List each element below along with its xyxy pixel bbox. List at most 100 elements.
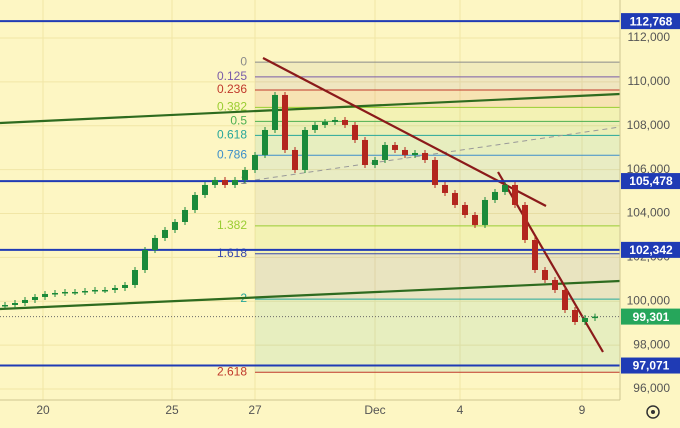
- trend-line: [0, 279, 621, 311]
- level-tag: [621, 241, 680, 258]
- candle: [282, 94, 288, 150]
- gear-center[interactable]: [651, 410, 655, 414]
- fib-band: [255, 76, 620, 91]
- candle: [342, 119, 348, 125]
- candle: [82, 290, 88, 293]
- level-tag: [621, 13, 680, 30]
- candle: [162, 229, 168, 238]
- candle: [292, 149, 298, 170]
- candle: [432, 159, 438, 185]
- candle: [92, 289, 98, 292]
- candle: [522, 204, 528, 240]
- candle: [242, 169, 248, 180]
- fib-band: [255, 90, 620, 108]
- candle: [172, 221, 178, 230]
- candle: [512, 184, 518, 205]
- fib-band: [255, 62, 620, 77]
- candle: [412, 152, 418, 155]
- candle: [592, 316, 598, 319]
- candle: [422, 152, 428, 160]
- candle: [572, 309, 578, 322]
- fib-band: [255, 180, 620, 226]
- candle: [322, 121, 328, 125]
- candle: [302, 129, 308, 170]
- candle: [452, 192, 458, 205]
- y-tick-label: 108,000: [627, 118, 671, 132]
- fib-label: 0: [240, 54, 247, 68]
- candle: [372, 159, 378, 165]
- x-tick-label: Dec: [364, 403, 385, 417]
- last-price-tag: [621, 308, 680, 325]
- candle: [462, 204, 468, 215]
- fib-band: [255, 299, 620, 373]
- level-label: 102,342: [629, 243, 673, 257]
- level-label: 105,478: [629, 174, 673, 188]
- candle: [262, 129, 268, 155]
- candle: [402, 149, 408, 155]
- y-tick-label: 100,000: [627, 293, 671, 307]
- fib-band: [255, 121, 620, 136]
- last-price-label: 99,301: [633, 310, 670, 324]
- y-tick-label: 96,000: [633, 381, 670, 395]
- candle: [552, 279, 558, 290]
- candle: [2, 304, 8, 307]
- level-tag: [621, 173, 680, 190]
- candle: [112, 287, 118, 290]
- fib-label: 1.618: [217, 246, 247, 260]
- candle: [142, 249, 148, 270]
- candle: [332, 119, 338, 122]
- gear[interactable]: [646, 405, 660, 419]
- candle: [22, 299, 28, 303]
- candle: [132, 269, 138, 285]
- x-tick-label: 9: [579, 403, 586, 417]
- candle: [272, 94, 278, 130]
- candle: [222, 179, 228, 185]
- candle: [32, 296, 38, 300]
- candle: [542, 269, 548, 280]
- candle: [252, 154, 258, 170]
- fib-label: 2.618: [217, 364, 247, 378]
- candle: [122, 284, 128, 288]
- settings-icon[interactable]: [646, 405, 660, 419]
- axes: 96,00098,000100,000102,000104,000106,000…: [0, 0, 680, 417]
- candle: [202, 184, 208, 195]
- candle: [482, 199, 488, 225]
- x-tick-label: 25: [165, 403, 179, 417]
- candle: [312, 124, 318, 130]
- x-tick-label: 4: [457, 403, 464, 417]
- y-tick-label: 110,000: [628, 74, 671, 88]
- candle: [362, 139, 368, 165]
- x-tick-label: 27: [248, 403, 262, 417]
- fib-label: 0.5: [230, 114, 247, 128]
- candles: [2, 91, 598, 325]
- candle: [392, 144, 398, 150]
- candle: [152, 237, 158, 250]
- trend-line: [0, 92, 621, 125]
- candle: [472, 214, 478, 225]
- candle: [102, 289, 108, 292]
- candle: [12, 302, 18, 305]
- x-tick-label: 20: [36, 403, 50, 417]
- fib-band: [255, 135, 620, 156]
- level-tag: [621, 357, 680, 374]
- candle: [182, 209, 188, 222]
- y-tick-label: 112,000: [628, 30, 671, 44]
- fib-label: 0.236: [217, 82, 247, 96]
- candle: [42, 293, 48, 297]
- y-tick-label: 98,000: [633, 337, 670, 351]
- candle: [562, 289, 568, 310]
- y-tick-label: 104,000: [627, 206, 671, 220]
- candle: [72, 291, 78, 294]
- candle: [192, 194, 198, 210]
- fib-label: 0.125: [217, 69, 247, 83]
- fib-label: 0.618: [217, 127, 247, 141]
- fib-label: 0.382: [217, 100, 247, 114]
- fib-label: 1.382: [217, 218, 247, 232]
- levels: [0, 20, 620, 367]
- level-label: 112,768: [630, 14, 673, 28]
- candle: [382, 144, 388, 160]
- candle: [532, 239, 538, 270]
- fibonacci: 00.1250.2360.3820.50.6180.78611.3821.618…: [217, 54, 620, 378]
